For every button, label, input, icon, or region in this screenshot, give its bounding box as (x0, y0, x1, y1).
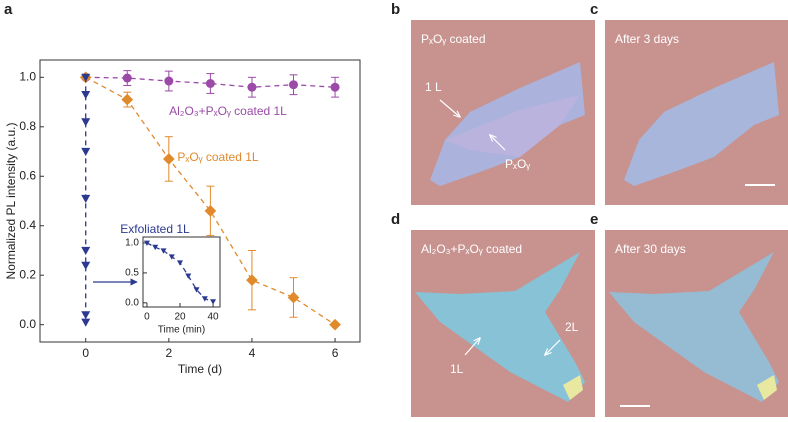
flake (415, 252, 585, 402)
data-point (152, 244, 159, 251)
plot-frame (39, 59, 361, 343)
image-caption: After 3 days (615, 32, 679, 46)
data-point (81, 311, 91, 320)
y-tick-label: 0.4 (19, 218, 36, 232)
x-tick-label: 0 (144, 312, 150, 323)
y-tick-label: 0.2 (19, 267, 36, 281)
arrow (490, 135, 506, 151)
data-point (204, 205, 217, 217)
image-annotation: PₓOᵧ (505, 157, 530, 171)
flake (445, 95, 580, 157)
panel-label: b (391, 1, 400, 18)
x-tick-label: 4 (249, 346, 256, 360)
data-point (143, 240, 150, 246)
data-point (177, 260, 184, 266)
data-point (289, 80, 299, 90)
flake-edge (757, 375, 777, 400)
data-point (168, 254, 175, 260)
image-caption: PₓOᵧ coated (421, 32, 486, 46)
y-tick-label: 0.6 (19, 168, 36, 182)
panel-label: d (391, 211, 400, 228)
data-point (193, 287, 200, 293)
arrow (464, 338, 480, 356)
y-tick-label: 0.0 (19, 317, 36, 331)
panel-label: a (4, 1, 13, 18)
data-point (81, 91, 91, 100)
data-point (81, 261, 91, 270)
y-tick-label: 0.8 (19, 119, 36, 133)
panel-label: e (590, 211, 598, 228)
data-point (81, 147, 91, 157)
x-tick-label: 2 (165, 346, 172, 360)
arrow (439, 99, 460, 117)
x-tick-label: 0 (82, 346, 89, 360)
data-point (330, 82, 340, 92)
image-caption: Al₂O₃+PₓOᵧ coated (421, 242, 522, 256)
data-point (164, 76, 174, 86)
series-label: Al₂O₃+PₓOᵧ coated 1L (169, 104, 287, 118)
data-point (122, 73, 132, 83)
data-point (81, 118, 91, 127)
data-point (287, 291, 300, 304)
y-tick-label: 1.0 (19, 69, 36, 83)
series-label: PₓOᵧ coated 1L (177, 150, 259, 164)
x-axis-label: Time (min) (158, 325, 205, 336)
data-point (247, 82, 257, 92)
image-annotation: 1L (450, 362, 464, 376)
data-point (81, 318, 91, 327)
data-point (205, 79, 215, 88)
y-tick-label: 0.0 (125, 297, 139, 308)
image-annotation: 1 L (425, 80, 442, 94)
data-point (210, 299, 217, 305)
x-tick-label: 40 (207, 312, 219, 323)
data-point (162, 153, 175, 165)
y-tick-label: 0.5 (125, 268, 139, 279)
y-axis-label: Normalized PL intensity (a.u.) (4, 123, 18, 280)
data-point (121, 93, 134, 106)
flake (624, 62, 779, 186)
series-label: Exfoliated 1L (120, 222, 190, 236)
x-tick-label: 6 (332, 346, 339, 360)
data-point (81, 246, 91, 255)
flake-edge (563, 375, 583, 400)
image-caption: After 30 days (615, 242, 686, 256)
data-point (201, 296, 208, 302)
x-axis-label: Time (d) (178, 362, 222, 376)
data-point (160, 248, 167, 254)
image-annotation: 2L (565, 320, 579, 334)
panel-label: c (590, 1, 598, 18)
data-point (185, 273, 192, 279)
data-point (329, 318, 341, 331)
y-tick-label: 1.0 (125, 238, 139, 249)
data-point (81, 73, 91, 82)
flake (609, 252, 779, 402)
data-point (81, 194, 91, 204)
data-point (246, 274, 258, 287)
arrow (545, 339, 561, 355)
x-tick-label: 20 (174, 312, 186, 323)
